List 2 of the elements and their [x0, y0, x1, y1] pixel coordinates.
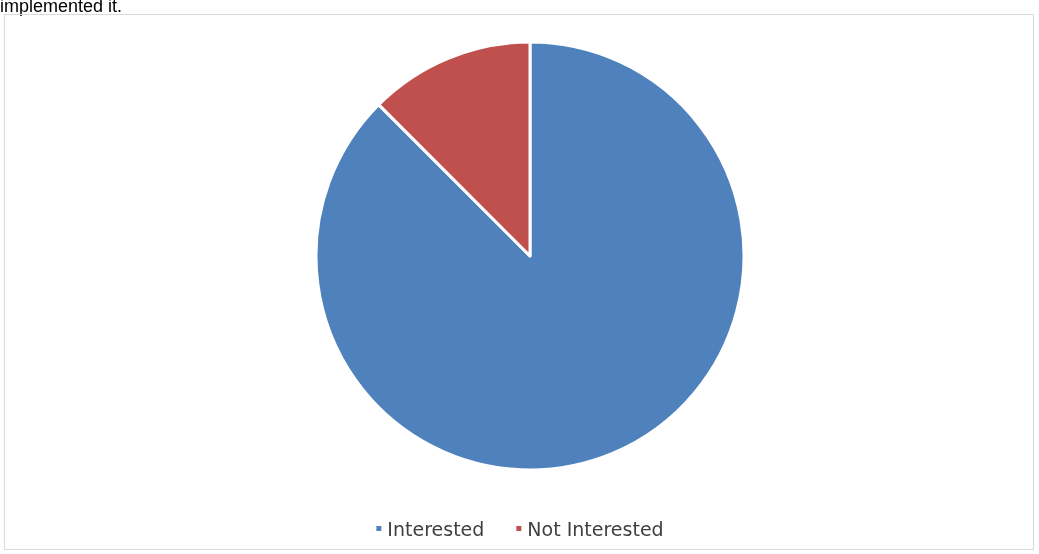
- legend-label: Interested: [387, 517, 485, 540]
- legend-label: Not Interested: [527, 517, 664, 540]
